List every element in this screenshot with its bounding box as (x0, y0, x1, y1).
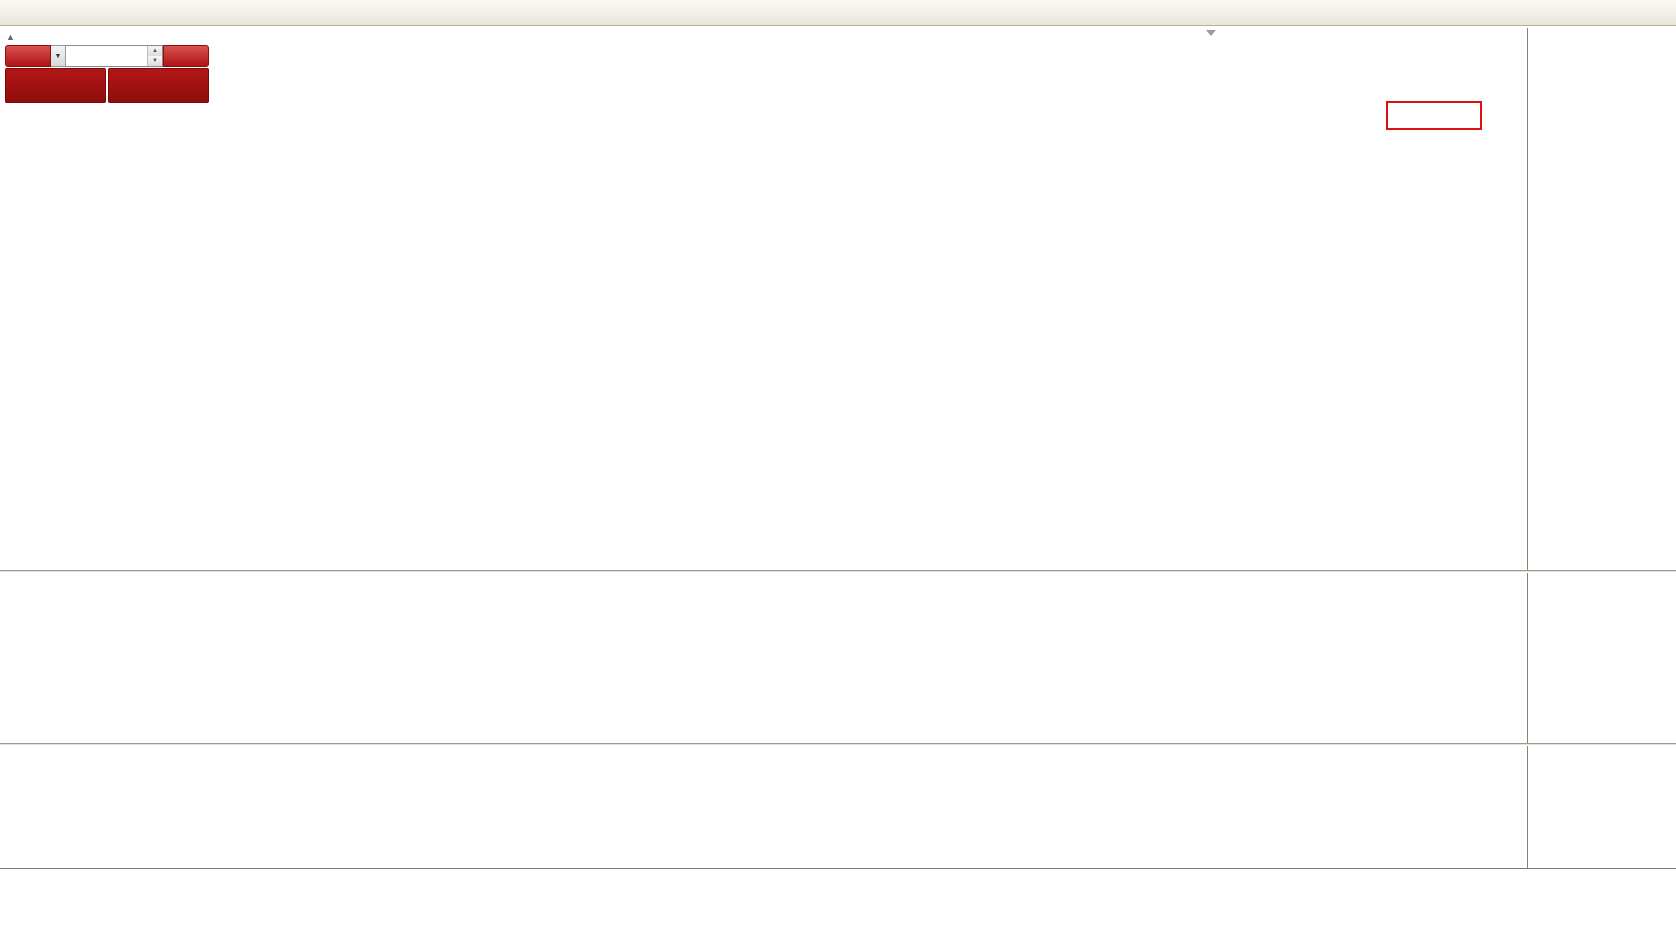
panel-separator[interactable] (0, 743, 1676, 746)
main-price-chart[interactable] (0, 28, 1527, 570)
volume-stepper[interactable]: ▲ ▼ (147, 46, 162, 66)
macd-header (7, 576, 18, 588)
panel-separator[interactable] (0, 570, 1676, 573)
macd-panel[interactable] (0, 573, 1527, 743)
price-scale[interactable] (1527, 28, 1676, 868)
stepper-up-icon[interactable]: ▲ (148, 46, 162, 56)
time-axis[interactable] (0, 868, 1676, 891)
stepper-down-icon[interactable]: ▼ (148, 56, 162, 66)
symbol-info: ▲ (6, 31, 25, 43)
order-type-dropdown[interactable]: ▼ (51, 45, 66, 67)
chart-shift-marker (1206, 30, 1216, 36)
rsi-panel[interactable] (0, 746, 1527, 868)
price-callout-box[interactable] (1386, 101, 1482, 130)
rsi-header (7, 749, 13, 761)
buy-button[interactable] (163, 45, 209, 67)
buy-price-panel[interactable] (108, 68, 209, 103)
volume-input[interactable] (66, 46, 147, 66)
one-click-trading-panel: ▼ ▲ ▼ (5, 45, 209, 103)
sell-button[interactable] (5, 45, 51, 67)
toolbar (0, 0, 1676, 26)
sell-price-panel[interactable] (5, 68, 106, 103)
one-click-collapse-icon[interactable]: ▲ (6, 32, 15, 42)
volume-box: ▲ ▼ (66, 45, 163, 67)
